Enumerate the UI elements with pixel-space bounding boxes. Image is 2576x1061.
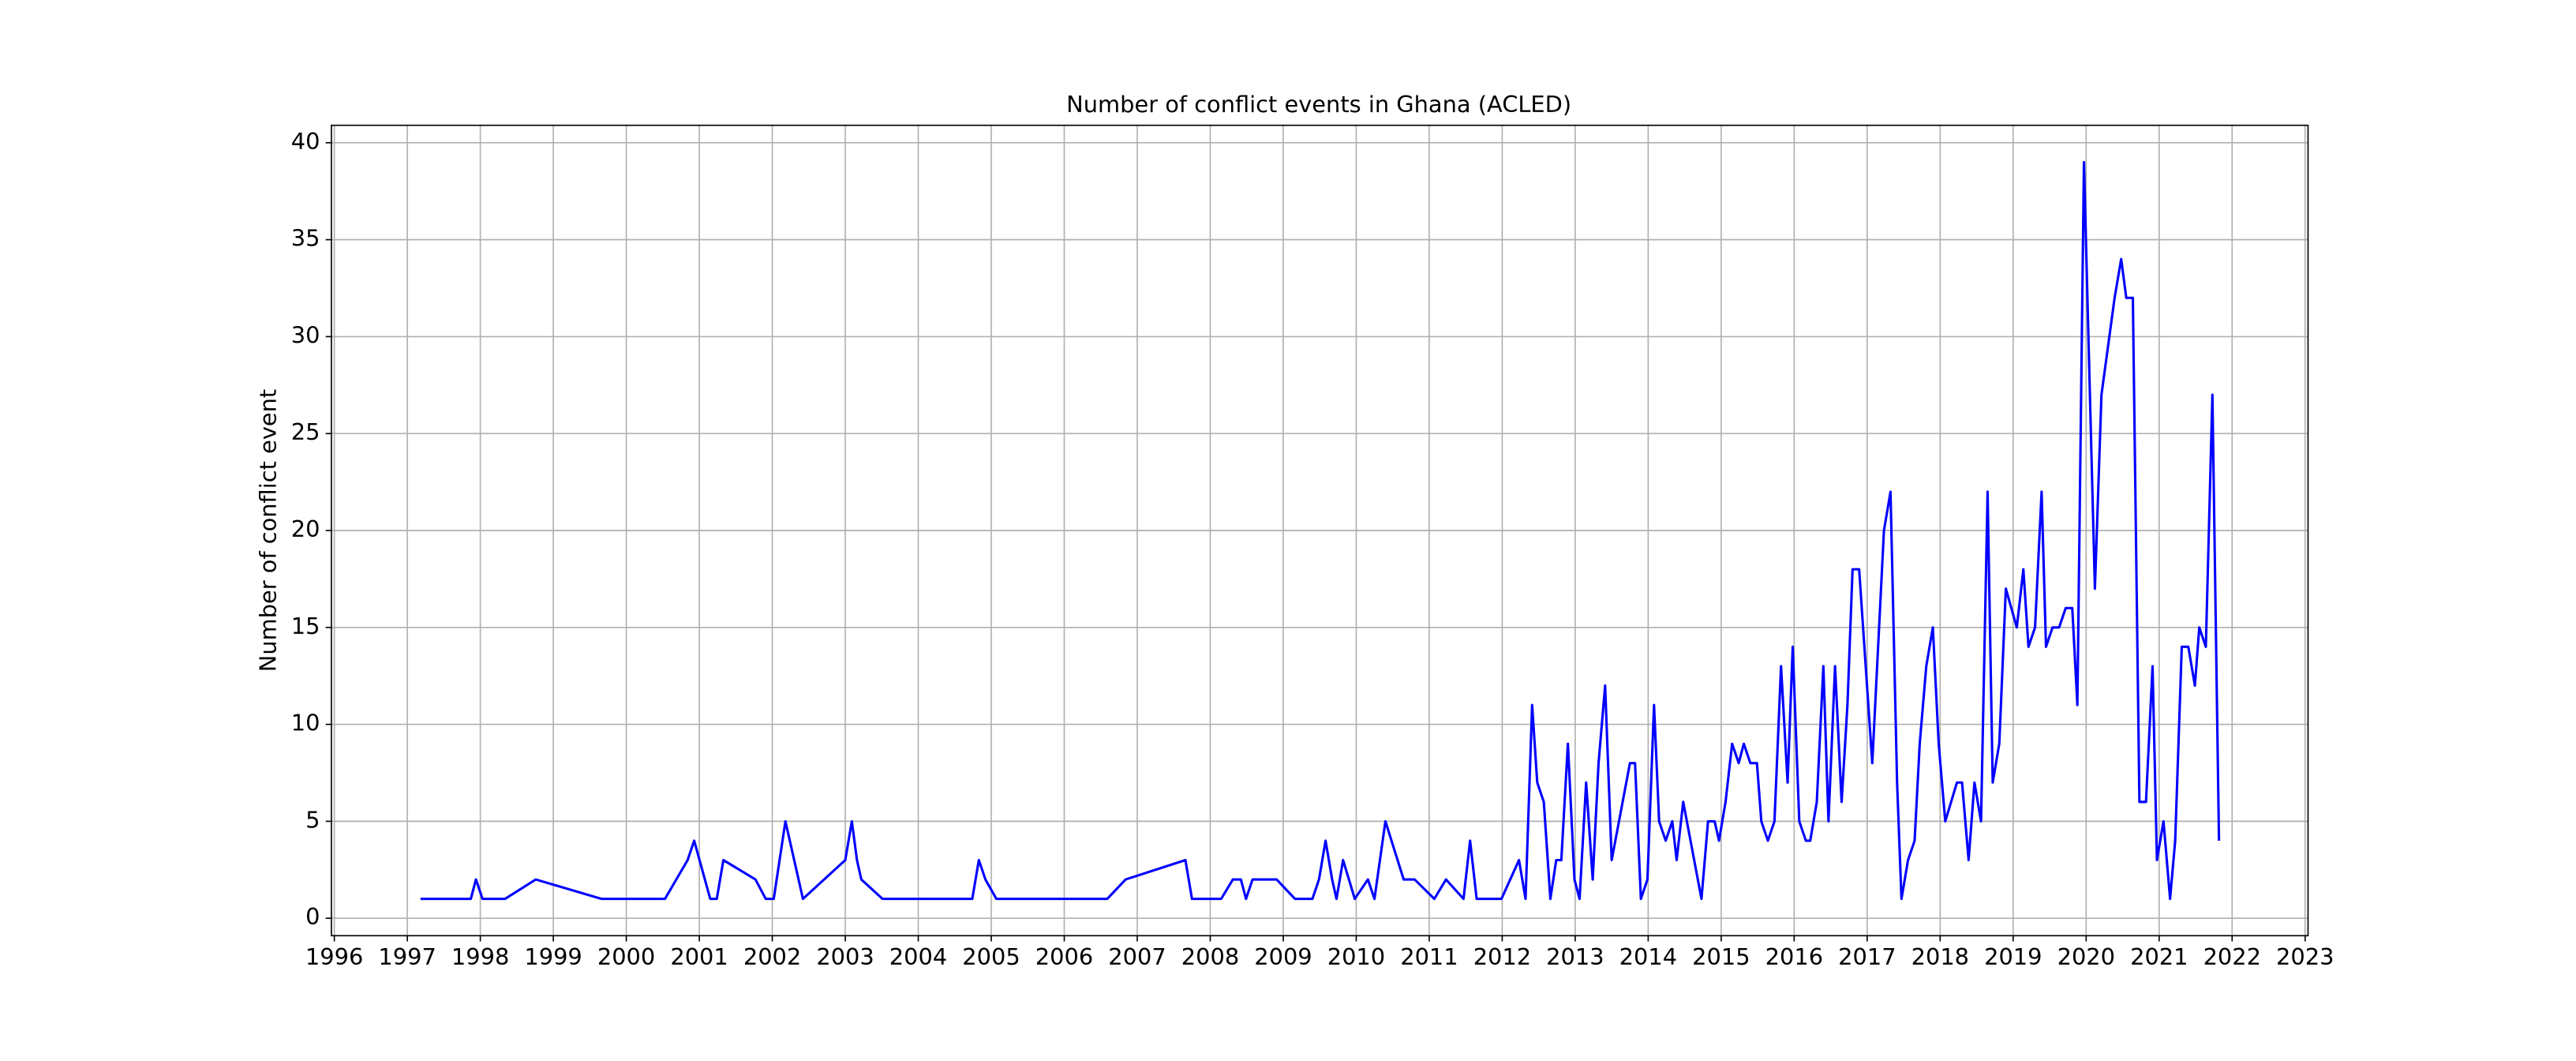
- x-tick-label: 2010: [1327, 943, 1385, 970]
- x-tick-label: 2017: [1838, 943, 1896, 970]
- plot-frame: [331, 124, 2309, 937]
- x-tick-label: 2013: [1546, 943, 1604, 970]
- x-tick-label: 1996: [305, 943, 363, 970]
- x-tick-label: 1998: [451, 943, 509, 970]
- y-tick-label: 25: [291, 418, 320, 445]
- line-series: [420, 160, 2221, 901]
- x-tick-label: 2021: [2130, 943, 2188, 970]
- x-tick-label: 2023: [2276, 943, 2334, 970]
- x-tick-label: 1999: [524, 943, 582, 970]
- x-tick-label: 2004: [889, 943, 947, 970]
- x-tick-label: 2006: [1035, 943, 1093, 970]
- x-tick-label: 2002: [743, 943, 801, 970]
- x-tick-label: 2005: [962, 943, 1020, 970]
- y-tick-label: 0: [305, 903, 320, 930]
- x-tick-label: 1997: [378, 943, 436, 970]
- y-tick-label: 30: [291, 321, 320, 348]
- y-tick-label: 35: [291, 225, 320, 252]
- x-tick-label: 2008: [1181, 943, 1239, 970]
- x-tick-label: 2015: [1692, 943, 1750, 970]
- y-tick-label: 10: [291, 710, 320, 737]
- x-tick-label: 2009: [1254, 943, 1312, 970]
- y-tick-label: 5: [305, 806, 320, 833]
- x-tick-label: 2012: [1473, 943, 1531, 970]
- x-tick-label: 2022: [2203, 943, 2261, 970]
- x-tick-label: 2011: [1400, 943, 1458, 970]
- x-tick-label: 2007: [1108, 943, 1166, 970]
- x-tick-label: 2014: [1619, 943, 1677, 970]
- x-tick-label: 2019: [1984, 943, 2042, 970]
- y-tick-label: 20: [291, 516, 320, 542]
- chart-title: Number of conflict events in Ghana (ACLE…: [1066, 91, 1571, 118]
- y-axis-label: Number of conflict event: [255, 389, 282, 672]
- x-tick-label: 2003: [816, 943, 874, 970]
- x-tick-label: 2000: [597, 943, 655, 970]
- x-tick-label: 2001: [670, 943, 728, 970]
- x-tick-label: 2018: [1911, 943, 1969, 970]
- y-tick-label: 15: [291, 613, 320, 639]
- x-tick-label: 2020: [2057, 943, 2115, 970]
- y-tick-label: 40: [291, 128, 320, 155]
- x-tick-label: 2016: [1765, 943, 1823, 970]
